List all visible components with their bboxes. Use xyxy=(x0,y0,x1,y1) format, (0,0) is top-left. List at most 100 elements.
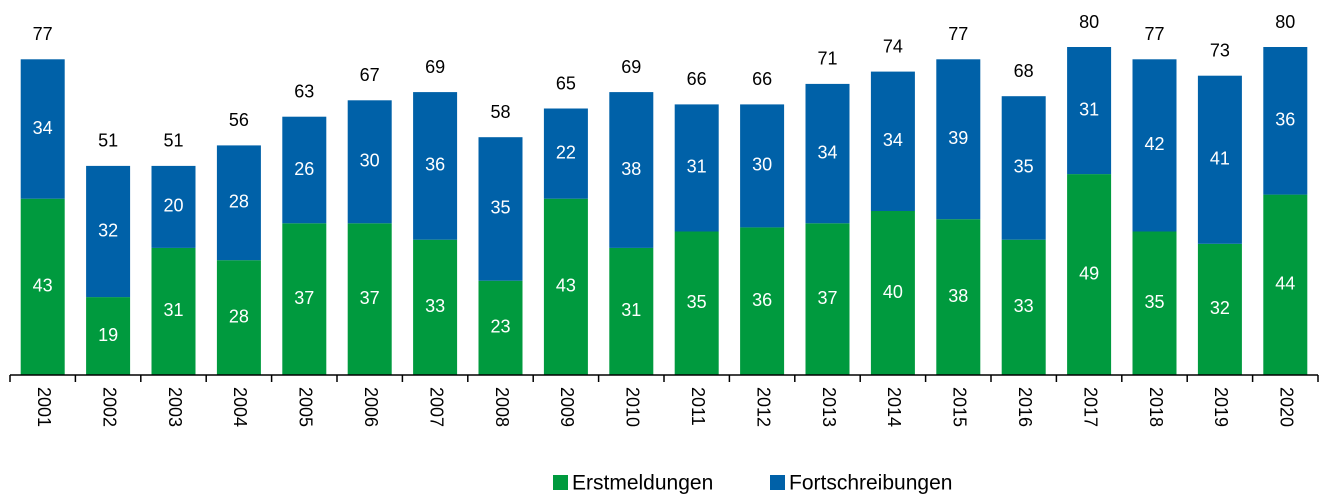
segment-label: 40 xyxy=(883,282,903,302)
bar-segment xyxy=(1197,75,1242,244)
bar-segment xyxy=(1001,239,1046,375)
segment-label: 26 xyxy=(294,159,314,179)
bar-segment xyxy=(805,223,850,375)
x-tick-label: 2004 xyxy=(230,387,250,427)
total-label: 51 xyxy=(163,131,183,151)
segment-label: 36 xyxy=(1275,110,1295,130)
x-tick-label: 2015 xyxy=(950,387,970,427)
bar-segment xyxy=(674,231,719,375)
segment-label: 34 xyxy=(33,118,53,138)
segment-label: 34 xyxy=(817,142,837,162)
total-label: 71 xyxy=(817,49,837,69)
bar-segment xyxy=(478,280,523,375)
total-label: 51 xyxy=(98,131,118,151)
segment-label: 33 xyxy=(1014,296,1034,316)
segment-label: 44 xyxy=(1275,274,1295,294)
bar-segment xyxy=(1263,47,1308,195)
segment-label: 36 xyxy=(425,155,445,175)
x-tick-label: 2003 xyxy=(165,387,185,427)
total-label: 68 xyxy=(1014,61,1034,81)
segment-label: 30 xyxy=(752,155,772,175)
total-label: 74 xyxy=(883,36,903,56)
bar-segment xyxy=(870,211,915,375)
segment-label: 31 xyxy=(621,300,641,320)
bar-segment xyxy=(478,137,523,281)
bar-segment xyxy=(674,104,719,232)
total-label: 69 xyxy=(621,57,641,77)
total-label: 73 xyxy=(1210,40,1230,60)
segment-label: 43 xyxy=(556,276,576,296)
total-label: 66 xyxy=(752,69,772,89)
legend-swatch xyxy=(553,475,568,490)
x-tick-label: 2013 xyxy=(819,387,839,427)
bar-segment xyxy=(1001,96,1046,240)
segment-label: 32 xyxy=(1210,298,1230,318)
segment-label: 32 xyxy=(98,220,118,240)
x-tick-label: 2006 xyxy=(361,387,381,427)
segment-label: 19 xyxy=(98,325,118,345)
x-tick-label: 2007 xyxy=(426,387,446,427)
segment-label: 35 xyxy=(1144,292,1164,312)
bar-segment xyxy=(1263,194,1308,375)
bar-segment xyxy=(1067,47,1112,175)
segment-label: 30 xyxy=(360,151,380,171)
bar-segment xyxy=(86,297,131,375)
x-tick-label: 2001 xyxy=(34,387,54,427)
segment-label: 31 xyxy=(687,157,707,177)
bar-segment xyxy=(216,145,261,261)
bar-segment xyxy=(1067,174,1112,375)
bar-segment xyxy=(282,116,327,224)
x-tick-label: 2005 xyxy=(296,387,316,427)
bar-segment xyxy=(216,260,261,375)
x-tick-label: 2016 xyxy=(1015,387,1035,427)
total-label: 80 xyxy=(1079,12,1099,32)
x-tick-label: 2014 xyxy=(884,387,904,427)
x-tick-label: 2012 xyxy=(753,387,773,427)
total-label: 80 xyxy=(1275,12,1295,32)
legend-swatch xyxy=(770,475,785,490)
bar-segment xyxy=(805,83,850,224)
segment-label: 31 xyxy=(1079,99,1099,119)
segment-label: 35 xyxy=(687,292,707,312)
bar-segment xyxy=(609,247,654,375)
segment-label: 38 xyxy=(621,159,641,179)
bar-segment xyxy=(151,165,196,248)
bar-segment xyxy=(86,165,131,298)
segment-label: 37 xyxy=(294,288,314,308)
legend-label: Fortschreibungen xyxy=(789,472,952,495)
x-tick-label: 2009 xyxy=(557,387,577,427)
total-label: 67 xyxy=(360,65,380,85)
total-label: 56 xyxy=(229,110,249,130)
bar-segment xyxy=(609,92,654,248)
segment-label: 39 xyxy=(948,128,968,148)
bar-segment xyxy=(740,227,785,375)
segment-label: 43 xyxy=(33,276,53,296)
total-label: 63 xyxy=(294,81,314,101)
segment-label: 20 xyxy=(163,196,183,216)
segment-label: 37 xyxy=(360,288,380,308)
segment-label: 36 xyxy=(752,290,772,310)
bar-segment xyxy=(870,71,915,211)
bar-segment xyxy=(347,100,392,224)
segment-label: 34 xyxy=(883,130,903,150)
x-tick-label: 2008 xyxy=(492,387,512,427)
bar-segment xyxy=(936,219,981,375)
x-tick-label: 2011 xyxy=(688,387,708,426)
segment-label: 37 xyxy=(817,288,837,308)
total-label: 77 xyxy=(948,24,968,44)
bar-segment xyxy=(1197,243,1242,375)
total-label: 66 xyxy=(687,69,707,89)
bar-segment xyxy=(413,239,458,375)
segment-label: 42 xyxy=(1144,134,1164,154)
bar-segment xyxy=(347,223,392,375)
segment-label: 23 xyxy=(490,317,510,337)
segment-label: 41 xyxy=(1210,149,1230,169)
bar-segment xyxy=(413,92,458,240)
segment-label: 28 xyxy=(229,192,249,212)
bar-segment xyxy=(543,108,588,199)
segment-label: 35 xyxy=(490,198,510,218)
x-tick-label: 2018 xyxy=(1146,387,1166,427)
bar-segment xyxy=(20,59,65,199)
